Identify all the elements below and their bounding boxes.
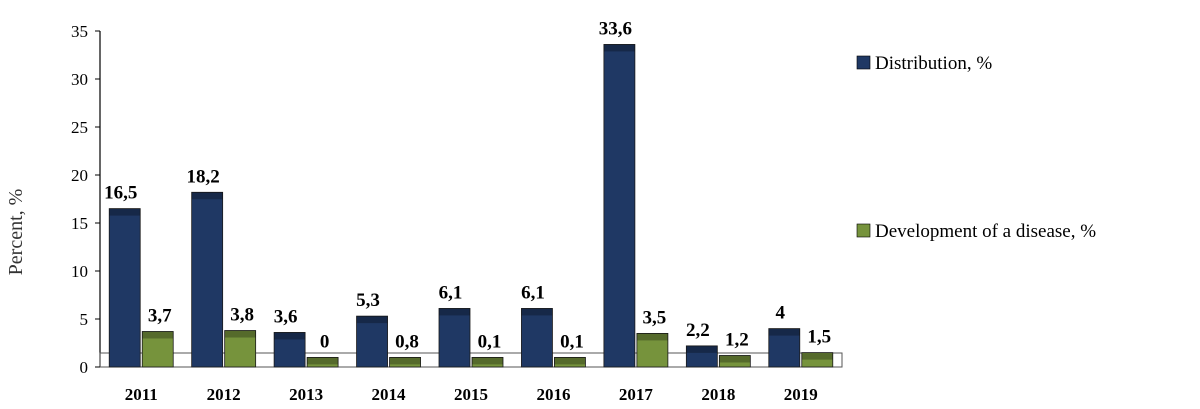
y-tick-label: 20 (71, 166, 88, 185)
legend-swatch-development (856, 223, 871, 238)
bar-top-shade (554, 357, 586, 365)
data-label-distribution: 4 (776, 303, 786, 324)
data-label-distribution: 6,1 (521, 282, 545, 303)
y-tick-label: 5 (80, 310, 89, 329)
bar-top-shade (801, 352, 833, 360)
x-tick-label: 2019 (784, 385, 818, 404)
bar-development (636, 332, 669, 368)
bar-top-shade (356, 316, 388, 324)
floor-base (99, 352, 843, 368)
bar-top-shade (521, 308, 553, 316)
bar-top-shade (603, 44, 635, 52)
data-label-distribution: 5,3 (356, 290, 380, 311)
bar-distribution (273, 332, 306, 368)
data-label-development: 1,2 (725, 329, 749, 350)
data-labels: 16,5 3,7 18,2 3,8 3,6 0 5,3 0,8 6,1 0,1 6,1 0,1 33,6… (104, 18, 831, 352)
x-tick-label: 2012 (207, 385, 241, 404)
x-tick-label: 2017 (619, 385, 654, 404)
y-tick-label: 10 (71, 262, 88, 281)
bar-development (141, 331, 174, 368)
bar-distribution (108, 208, 141, 368)
x-tick-label: 2011 (125, 385, 158, 404)
legend-label-development: Development of a disease, % (875, 221, 1096, 242)
bar-top-shade (686, 345, 718, 353)
data-label-development: 0,1 (560, 331, 584, 352)
data-label-development: 0 (320, 331, 330, 352)
bars (108, 44, 834, 368)
bar-distribution (521, 308, 553, 368)
y-tick-label: 35 (71, 22, 88, 41)
data-label-development: 0,1 (478, 331, 502, 352)
x-ticks: 2011 2012 2013 2014 2015 2016 2017 2018 2019 (125, 385, 818, 404)
data-label-development: 3,8 (230, 305, 254, 326)
bar-development (306, 356, 339, 368)
data-label-distribution: 3,6 (274, 306, 298, 327)
x-tick-label: 2018 (701, 385, 735, 404)
bar-top-shade (768, 328, 800, 336)
bar-top-shade (109, 208, 141, 216)
x-tick-label: 2013 (289, 385, 323, 404)
bar-development (718, 355, 751, 368)
data-label-development: 3,7 (148, 305, 172, 326)
bar-top-shade (191, 192, 223, 200)
x-tick-label: 2015 (454, 385, 488, 404)
y-tick-label: 25 (71, 118, 88, 137)
y-tick-label: 0 (80, 358, 89, 377)
data-label-distribution: 33,6 (599, 18, 632, 39)
axes (99, 31, 843, 368)
data-label-development: 1,5 (807, 327, 831, 348)
bar-distribution (685, 345, 718, 368)
data-label-development: 3,5 (643, 307, 667, 328)
legend-label-distribution: Distribution, % (875, 53, 992, 74)
bar-development (801, 352, 834, 368)
data-label-development: 0,8 (395, 331, 419, 352)
y-ticks: 0 5 10 15 20 25 30 35 (71, 22, 100, 377)
y-tick-label: 15 (71, 214, 88, 233)
bar-development (389, 356, 421, 368)
bar-top-shade (274, 332, 306, 340)
legend: Distribution, % Development of a disease… (856, 53, 1096, 242)
bar-development (554, 356, 586, 368)
bar-top-shade (719, 355, 751, 363)
data-label-distribution: 18,2 (187, 166, 220, 187)
bar-distribution (356, 315, 388, 368)
y-tick-label: 30 (71, 70, 88, 89)
bar-distribution (603, 44, 636, 368)
bar-top-shade (307, 357, 339, 365)
bar-top-shade (472, 357, 503, 365)
x-tick-label: 2014 (372, 385, 407, 404)
y-axis-label: Percent, % (5, 189, 27, 276)
bar-top-shade (224, 330, 256, 338)
bar-top-shade (439, 308, 470, 316)
x-tick-label: 2016 (536, 385, 570, 404)
legend-swatch-distribution (856, 55, 871, 70)
bar-top-shade (389, 357, 421, 365)
bar-development (471, 356, 504, 368)
bar-development (224, 330, 257, 368)
bar-top-shade (142, 331, 174, 339)
bar-distribution (438, 308, 471, 368)
bar-top-shade (636, 333, 668, 341)
data-label-distribution: 6,1 (439, 282, 463, 303)
bar-distribution (768, 328, 801, 368)
data-label-distribution: 16,5 (104, 183, 137, 204)
data-label-distribution: 2,2 (686, 320, 710, 341)
bar-distribution (191, 191, 224, 368)
